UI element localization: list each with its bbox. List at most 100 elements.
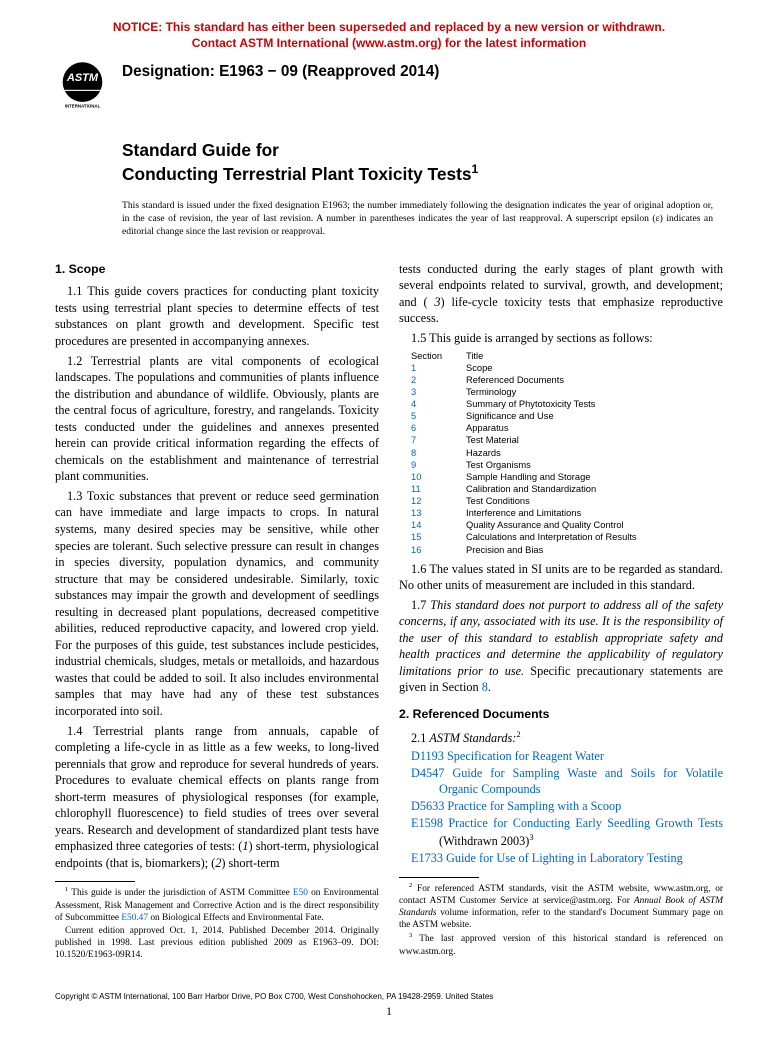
toc-section-title: Sample Handling and Storage <box>466 471 723 483</box>
footnote-1-cont: Current edition approved Oct. 1, 2014. P… <box>55 925 379 961</box>
footnote-rule <box>55 881 135 882</box>
ref-item: E1733 Guide for Use of Lighting in Labor… <box>399 851 723 867</box>
toc-row: 6Apparatus <box>411 422 723 434</box>
toc-head-title: Title <box>466 350 723 362</box>
ref-title[interactable]: Practice for Conducting Early Seedling G… <box>448 816 723 830</box>
toc-section-title: Terminology <box>466 386 723 398</box>
toc-section-num[interactable]: 2 <box>411 374 466 386</box>
footnote-2: 2 For referenced ASTM standards, visit t… <box>399 882 723 932</box>
toc-section-num[interactable]: 3 <box>411 386 466 398</box>
toc-section-num[interactable]: 15 <box>411 531 466 543</box>
footnotes-right: 2 For referenced ASTM standards, visit t… <box>399 882 723 958</box>
para-1-5: 1.5 This guide is arranged by sections a… <box>399 330 723 347</box>
toc-section-title: Summary of Phytotoxicity Tests <box>466 398 723 410</box>
toc-section-title: Hazards <box>466 447 723 459</box>
columns: 1. Scope 1.1 This guide covers practices… <box>55 261 723 963</box>
footnote-rule-right <box>399 877 479 878</box>
toc-table: Section Title 1Scope2Referenced Document… <box>411 350 723 556</box>
toc-section-title: Calculations and Interpretation of Resul… <box>466 531 723 543</box>
para-1-2: 1.2 Terrestrial plants are vital compone… <box>55 353 379 485</box>
notice-banner: NOTICE: This standard has either been su… <box>55 20 723 51</box>
footnote-3: 3 The last approved version of this hist… <box>399 932 723 957</box>
toc-section-num[interactable]: 8 <box>411 447 466 459</box>
para-1-6: 1.6 The values stated in SI units are to… <box>399 561 723 594</box>
title-line2: Conducting Terrestrial Plant Toxicity Te… <box>122 163 472 183</box>
toc-row: 5Significance and Use <box>411 410 723 422</box>
toc-header: Section Title <box>411 350 723 362</box>
toc-row: 9Test Organisms <box>411 459 723 471</box>
ref-title[interactable]: Guide for Sampling Waste and Soils for V… <box>439 766 723 796</box>
issuance-note: This standard is issued under the fixed … <box>122 200 723 239</box>
toc-section-num[interactable]: 10 <box>411 471 466 483</box>
ref-title[interactable]: Specification for Reagent Water <box>447 749 604 763</box>
toc-section-num[interactable]: 5 <box>411 410 466 422</box>
toc-section-title: Scope <box>466 362 723 374</box>
toc-section-title: Quality Assurance and Quality Control <box>466 519 723 531</box>
footnotes-left: 1 This guide is under the jurisdiction o… <box>55 886 379 961</box>
toc-row: 10Sample Handling and Storage <box>411 471 723 483</box>
footnote-1: 1 This guide is under the jurisdiction o… <box>55 886 379 923</box>
title-block: Standard Guide for Conducting Terrestria… <box>122 139 723 185</box>
designation: Designation: E1963 − 09 (Reapproved 2014… <box>122 59 439 81</box>
toc-section-title: Precision and Bias <box>466 544 723 556</box>
ref-code[interactable]: E1598 <box>411 816 443 830</box>
svg-text:INTERNATIONAL: INTERNATIONAL <box>65 104 101 109</box>
toc-section-title: Referenced Documents <box>466 374 723 386</box>
toc-row: 15Calculations and Interpretation of Res… <box>411 531 723 543</box>
para-1-4-cont: tests conducted during the early stages … <box>399 261 723 327</box>
ref-sup: 3 <box>529 832 533 842</box>
title-sup: 1 <box>472 162 479 176</box>
ref-code[interactable]: E1733 <box>411 851 443 865</box>
title: Standard Guide for Conducting Terrestria… <box>122 139 723 185</box>
toc-section-num[interactable]: 11 <box>411 483 466 495</box>
para-1-4: 1.4 Terrestrial plants range from annual… <box>55 723 379 872</box>
astm-logo: ASTM INTERNATIONAL <box>55 59 110 114</box>
toc-section-num[interactable]: 14 <box>411 519 466 531</box>
ref-extra: (Withdrawn 2003) <box>439 834 529 848</box>
page: NOTICE: This standard has either been su… <box>0 0 778 1002</box>
toc-section-title: Calibration and Standardization <box>466 483 723 495</box>
svg-text:ASTM: ASTM <box>66 72 99 84</box>
ref-title[interactable]: Practice for Sampling with a Scoop <box>447 799 621 813</box>
toc-section-title: Test Organisms <box>466 459 723 471</box>
column-right: tests conducted during the early stages … <box>399 261 723 963</box>
toc-section-title: Significance and Use <box>466 410 723 422</box>
ref-list: D1193 Specification for Reagent WaterD45… <box>399 749 723 867</box>
toc-section-num[interactable]: 6 <box>411 422 466 434</box>
copyright: Copyright © ASTM International, 100 Barr… <box>55 992 493 1001</box>
toc-row: 8Hazards <box>411 447 723 459</box>
ref-item: D4547 Guide for Sampling Waste and Soils… <box>399 766 723 798</box>
toc-row: 11Calibration and Standardization <box>411 483 723 495</box>
column-left: 1. Scope 1.1 This guide covers practices… <box>55 261 379 963</box>
toc-section-num[interactable]: 13 <box>411 507 466 519</box>
ref-code[interactable]: D5633 <box>411 799 444 813</box>
toc-row: 12Test Conditions <box>411 495 723 507</box>
refs-2-1: 2.1 ASTM Standards:2 <box>399 729 723 747</box>
toc-section-num[interactable]: 4 <box>411 398 466 410</box>
toc-row: 14Quality Assurance and Quality Control <box>411 519 723 531</box>
para-1-3: 1.3 Toxic substances that prevent or red… <box>55 488 379 720</box>
toc-section-num[interactable]: 9 <box>411 459 466 471</box>
toc-head-section: Section <box>411 350 466 362</box>
refs-heading: 2. Referenced Documents <box>399 706 723 723</box>
ref-item: D5633 Practice for Sampling with a Scoop <box>399 799 723 815</box>
ref-item: E1598 Practice for Conducting Early Seed… <box>399 816 723 850</box>
notice-line1: NOTICE: This standard has either been su… <box>113 20 665 34</box>
page-number: 1 <box>386 1004 392 1019</box>
ref-code[interactable]: D1193 <box>411 749 444 763</box>
toc-section-num[interactable]: 7 <box>411 434 466 446</box>
toc-section-num[interactable]: 16 <box>411 544 466 556</box>
title-line1: Standard Guide for <box>122 140 279 160</box>
ref-title[interactable]: Guide for Use of Lighting in Laboratory … <box>446 851 683 865</box>
toc-row: 13Interference and Limitations <box>411 507 723 519</box>
para-1-7: 1.7 This standard does not purport to ad… <box>399 597 723 696</box>
toc-row: 1Scope <box>411 362 723 374</box>
toc-section-title: Apparatus <box>466 422 723 434</box>
ref-code[interactable]: D4547 <box>411 766 444 780</box>
ref-item: D1193 Specification for Reagent Water <box>399 749 723 765</box>
toc-row: 3Terminology <box>411 386 723 398</box>
toc-section-num[interactable]: 1 <box>411 362 466 374</box>
toc-section-num[interactable]: 12 <box>411 495 466 507</box>
toc-section-title: Interference and Limitations <box>466 507 723 519</box>
toc-row: 16Precision and Bias <box>411 544 723 556</box>
